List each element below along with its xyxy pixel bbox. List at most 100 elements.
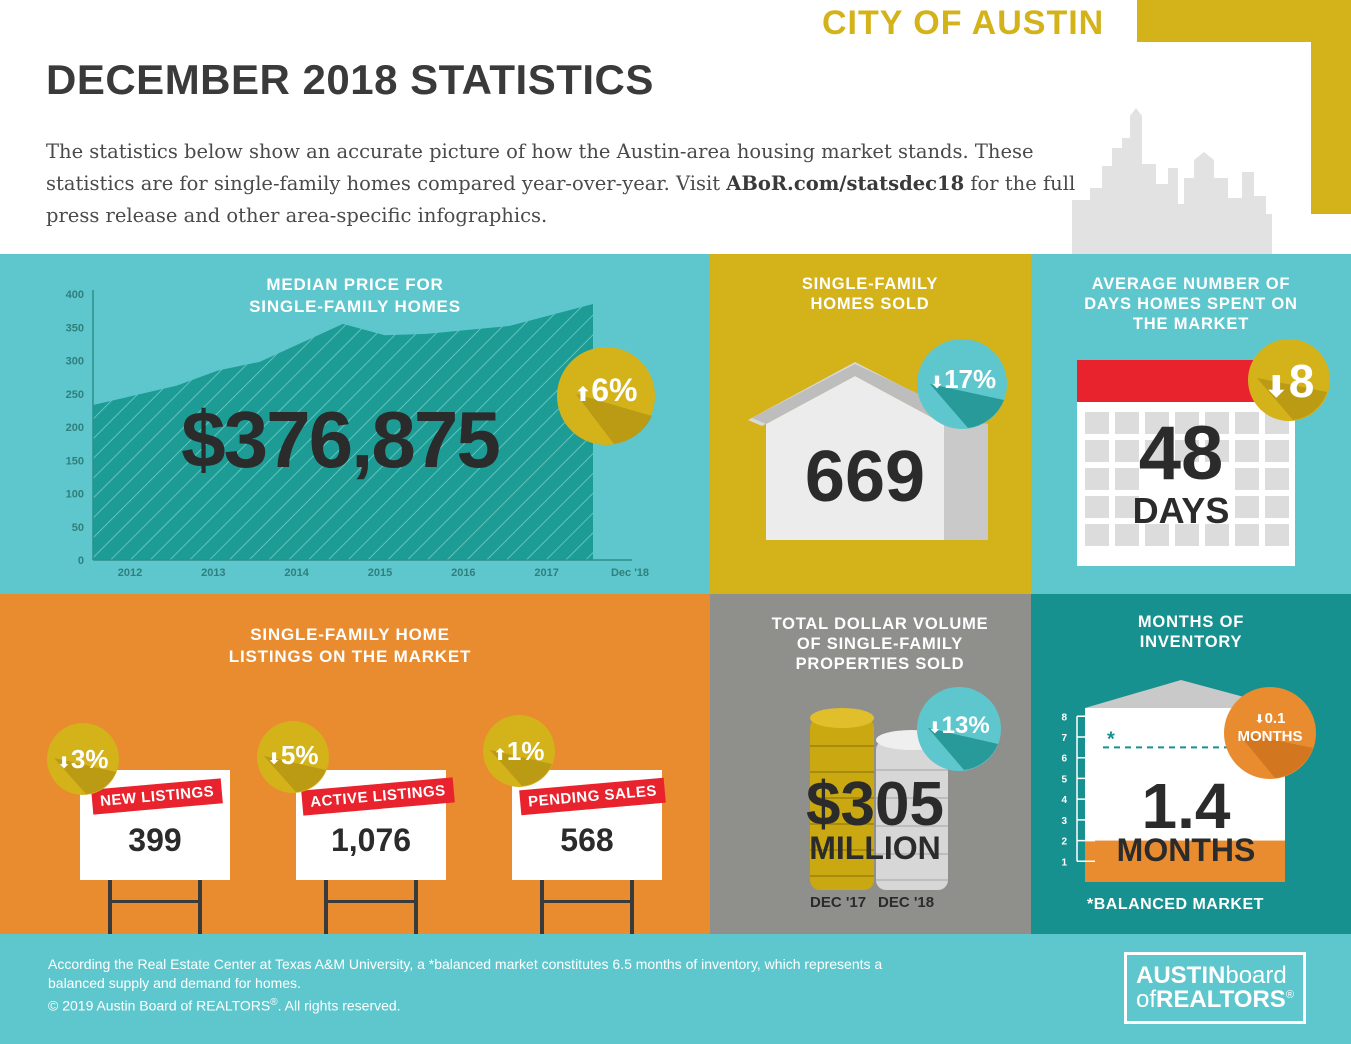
pending-sales-change-text: ⬆1%: [482, 736, 556, 767]
homes-sold-change-text: ⬇17%: [918, 364, 1008, 395]
listings-title-line2: LISTINGS ON THE MARKET: [228, 647, 472, 666]
dollar-volume-change-badge: [917, 687, 1001, 771]
y-tick-label: 350: [66, 322, 84, 334]
arrow-up-icon: ⬆: [493, 747, 507, 764]
days-title-line2: DAYS HOMES SPENT ON: [1084, 295, 1298, 313]
inventory-change-unit: MONTHS: [1237, 728, 1303, 745]
homes-sold-title-line2: HOMES SOLD: [810, 295, 930, 313]
arrow-down-icon: ⬇: [57, 755, 71, 772]
rights-text: . All rights reserved.: [277, 997, 401, 1014]
median-price-title-line2: SINGLE-FAMILY HOMES: [249, 297, 461, 316]
inventory-title-line1: MONTHS OF: [1137, 613, 1245, 631]
listings-title-line1: SINGLE-FAMILY HOME: [250, 625, 450, 644]
y-tick-label: 150: [66, 455, 84, 467]
inventory-fill-bar: [1085, 840, 1285, 882]
inventory-value: 1.4: [1141, 770, 1231, 842]
header: CITY OF AUSTIN DECEMBER 2018 STATISTICS …: [0, 0, 1351, 254]
days-on-market-panel: AVERAGE NUMBER OF DAYS HOMES SPENT ON TH…: [1031, 254, 1351, 594]
logo-line2: ofREALTORS®: [1136, 986, 1294, 1014]
median-price-title: MEDIAN PRICE FOR SINGLE-FAMILY HOMES: [200, 274, 510, 318]
dollar-volume-label-dec17: DEC '17: [810, 894, 867, 911]
new-listings-change-badge: [47, 723, 119, 795]
inventory-change-value: 0.1: [1264, 710, 1286, 727]
median-change-badge: [557, 347, 655, 445]
days-change-value: 8: [1288, 355, 1315, 407]
inventory-scale-label: 7: [1061, 733, 1067, 744]
arrow-up-icon: ⬆: [574, 384, 592, 406]
dollar-volume-unit: MILLION: [809, 830, 941, 866]
city-title: CITY OF AUSTIN: [822, 4, 1105, 42]
press-release-link[interactable]: ABoR.com/statsdec18: [726, 172, 965, 195]
days-title: AVERAGE NUMBER OF DAYS HOMES SPENT ON TH…: [1051, 274, 1331, 334]
dollar-volume-change-value: 13%: [941, 712, 990, 739]
arrow-down-icon: ⬇: [267, 751, 281, 768]
sign-post: [414, 878, 418, 934]
new-listings-change-value: 3%: [70, 744, 109, 774]
inventory-scale-label: 1: [1061, 857, 1067, 868]
sign-post: [630, 878, 634, 934]
sign-value-new-listings: 399: [128, 822, 182, 858]
intro-paragraph: The statistics below show an accurate pi…: [46, 136, 1106, 232]
copyright-text: © 2019 Austin Board of REALTORS: [48, 997, 271, 1014]
median-price-area: [93, 303, 593, 560]
x-tick-label: 2013: [201, 567, 225, 579]
inventory-scale-label: 6: [1061, 754, 1067, 765]
logo-registered-mark: ®: [1285, 989, 1294, 1001]
x-tick-label: 2015: [368, 567, 392, 579]
median-change-value: 6%: [591, 372, 638, 408]
listings-title: SINGLE-FAMILY HOME LISTINGS ON THE MARKE…: [190, 624, 510, 668]
sign-crossbar: [540, 900, 634, 903]
footer-copyright: © 2019 Austin Board of REALTORS®. All ri…: [48, 997, 401, 1014]
x-tick-label: 2016: [451, 567, 475, 579]
skyline-illustration: [1072, 108, 1272, 254]
abor-logo[interactable]: [1124, 952, 1306, 1024]
inventory-change-text: ⬇0.1 MONTHS: [1223, 710, 1317, 746]
page-title: DECEMBER 2018 STATISTICS: [46, 56, 654, 103]
arrow-down-icon: ⬇: [1263, 371, 1289, 404]
sign-crossbar: [324, 900, 418, 903]
registered-mark: ®: [270, 997, 278, 1008]
arrow-down-icon: ⬇: [1254, 712, 1265, 726]
x-tick-label: 2012: [118, 567, 142, 579]
y-tick-label: 250: [66, 389, 84, 401]
active-listings-change-badge: [257, 721, 329, 793]
median-price-chart: 0 50 100 150 200 250 300 350 400 2012 2013 2014 201…: [66, 289, 649, 579]
homes-sold-change-value: 17%: [944, 364, 997, 394]
footer-note: According the Real Estate Center at Texa…: [48, 956, 883, 991]
sign-post: [198, 878, 202, 934]
dollar-volume-title-line1: TOTAL DOLLAR VOLUME: [771, 615, 989, 633]
x-tick-label: 2017: [534, 567, 558, 579]
homes-sold-panel: SINGLE-FAMILY HOMES SOLD 669 ⬇17%: [710, 254, 1031, 594]
inventory-change-badge: [1224, 687, 1316, 779]
gold-frame-right: [1311, 0, 1351, 214]
y-tick-label: 200: [66, 422, 84, 434]
x-tick-label: 2014: [284, 567, 309, 579]
days-change-badge: [1248, 339, 1330, 421]
balanced-market-footnote: *BALANCED MARKET: [1087, 896, 1264, 913]
dollar-volume-value: $305: [806, 770, 944, 839]
median-price-title-line1: MEDIAN PRICE FOR: [266, 275, 444, 294]
intro-text-before: The statistics below show an accurate pi…: [46, 140, 1034, 195]
active-listings-change-value: 5%: [280, 740, 319, 770]
x-tick-label: Dec '18: [611, 567, 649, 579]
sign-post: [324, 878, 328, 934]
y-tick-label: 50: [72, 522, 84, 534]
homes-sold-value: 669: [804, 437, 926, 517]
sign-post: [540, 878, 544, 934]
listings-panel: SINGLE-FAMILY HOME LISTINGS ON THE MARKE…: [0, 594, 710, 934]
dollar-volume-panel: TOTAL DOLLAR VOLUME OF SINGLE-FAMILY PRO…: [710, 594, 1031, 934]
dollar-volume-title-line3: PROPERTIES SOLD: [795, 655, 965, 673]
median-change-text: ⬆6%: [566, 372, 646, 409]
inventory-unit: MONTHS: [1116, 832, 1256, 868]
arrow-down-icon: ⬇: [929, 373, 945, 392]
days-unit: DAYS: [1132, 490, 1230, 531]
dollar-volume-title: TOTAL DOLLAR VOLUME OF SINGLE-FAMILY PRO…: [740, 614, 1020, 674]
inventory-title: MONTHS OF INVENTORY: [1071, 612, 1311, 652]
homes-sold-title: SINGLE-FAMILY HOMES SOLD: [750, 274, 990, 314]
logo-austin: AUSTIN: [1136, 962, 1226, 989]
intro-text-after: for the full press release and other are…: [46, 172, 1076, 227]
days-title-line1: AVERAGE NUMBER OF: [1091, 275, 1291, 293]
y-tick-label: 400: [66, 289, 84, 301]
logo-of: of: [1136, 986, 1157, 1013]
inventory-scale-label: 5: [1061, 774, 1067, 785]
